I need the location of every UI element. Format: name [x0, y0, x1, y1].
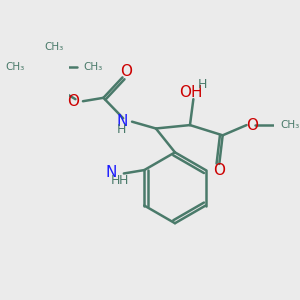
Text: N: N — [117, 114, 128, 129]
Text: CH₃: CH₃ — [280, 120, 300, 130]
Text: O: O — [213, 163, 225, 178]
Text: CH₃: CH₃ — [5, 62, 24, 72]
Text: H: H — [118, 174, 128, 187]
Text: CH₃: CH₃ — [44, 42, 63, 52]
Text: CH₃: CH₃ — [83, 62, 102, 72]
Text: O: O — [246, 118, 258, 133]
Text: O: O — [120, 64, 132, 80]
Text: O: O — [68, 94, 80, 109]
Text: H: H — [117, 123, 127, 136]
Text: N: N — [106, 165, 117, 180]
Text: OH: OH — [180, 85, 203, 100]
Text: H: H — [198, 78, 208, 91]
Text: H: H — [110, 174, 120, 187]
